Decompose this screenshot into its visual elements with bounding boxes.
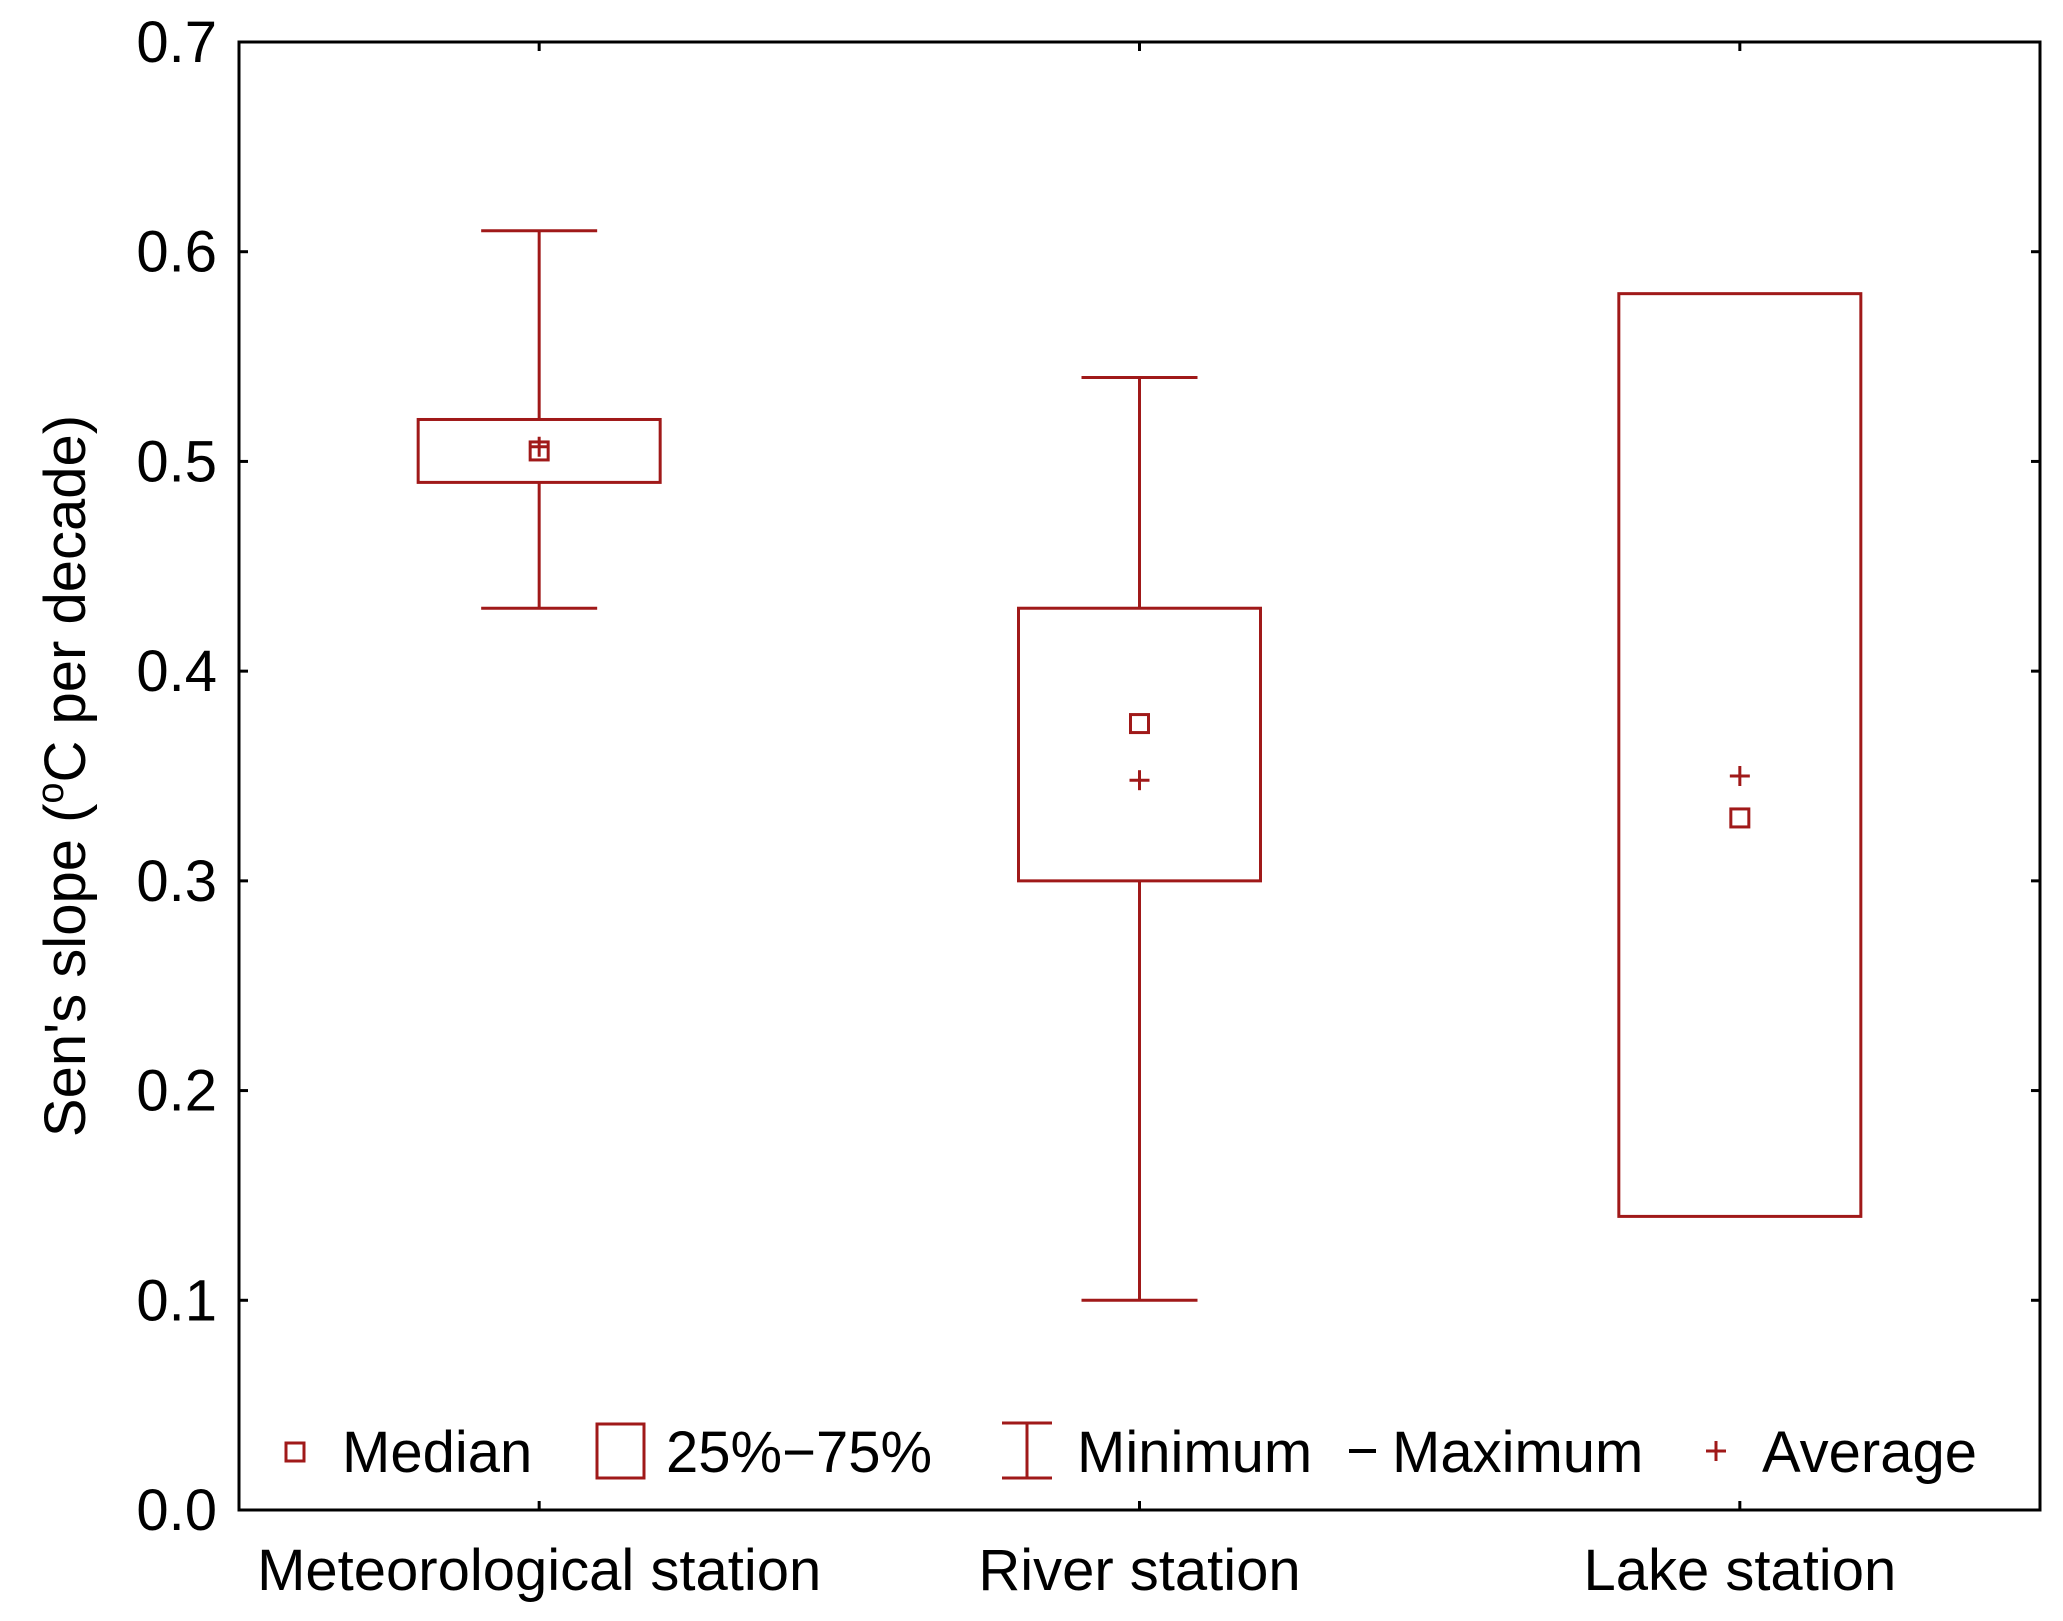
legend: Median 25%−75% Minimum Maximum Average [284,1420,1977,1485]
median-marker [1129,713,1150,735]
box-group [1017,376,1262,1302]
median-marker [1729,807,1751,829]
legend-box-marker [595,1422,646,1480]
legend-median-label: Median [342,1420,532,1485]
box-group [416,229,662,610]
legend-average-marker [1706,1441,1726,1461]
iqr-box [1617,292,1863,1218]
box-group [1617,292,1863,1218]
iqr-box [1017,606,1262,883]
legend-median-marker [284,1441,306,1463]
y-axis-title-main: Sen's slope ( [33,804,98,1137]
legend-whisker-marker [1002,1421,1052,1480]
y-axis-title: Sen's slope (oC per decade) [30,415,98,1137]
x-category-label: Meteorological station [257,1538,821,1603]
y-tick-label: 0.2 [136,1059,217,1124]
legend-min-label: Minimum [1077,1420,1312,1485]
x-category-label: Lake station [1583,1538,1896,1603]
iqr-box [416,417,662,484]
x-axis: Meteorological station River station Lake … [257,42,1896,1603]
y-tick-label: 0.4 [136,639,217,704]
y-axis-title-tail: C per decade) [33,415,98,783]
y-tick-label: 0.6 [136,220,217,285]
x-category-label: River station [978,1538,1300,1603]
legend-max-label: Maximum [1392,1420,1643,1485]
y-tick-label: 0.0 [136,1478,217,1543]
y-tick-label: 0.3 [136,849,217,914]
y-tick-label: 0.1 [136,1268,217,1333]
boxes [416,229,1863,1302]
y-tick-label: 0.5 [136,429,217,494]
legend-average-label: Average [1762,1420,1977,1485]
y-tick-label: 0.7 [136,10,217,75]
y-axis: 0.0 0.1 0.2 0.3 0.4 0.5 0.6 0.7 [136,10,2040,1543]
y-axis-title-superscript: o [30,782,72,803]
legend-box-label: 25%−75% [666,1420,932,1485]
